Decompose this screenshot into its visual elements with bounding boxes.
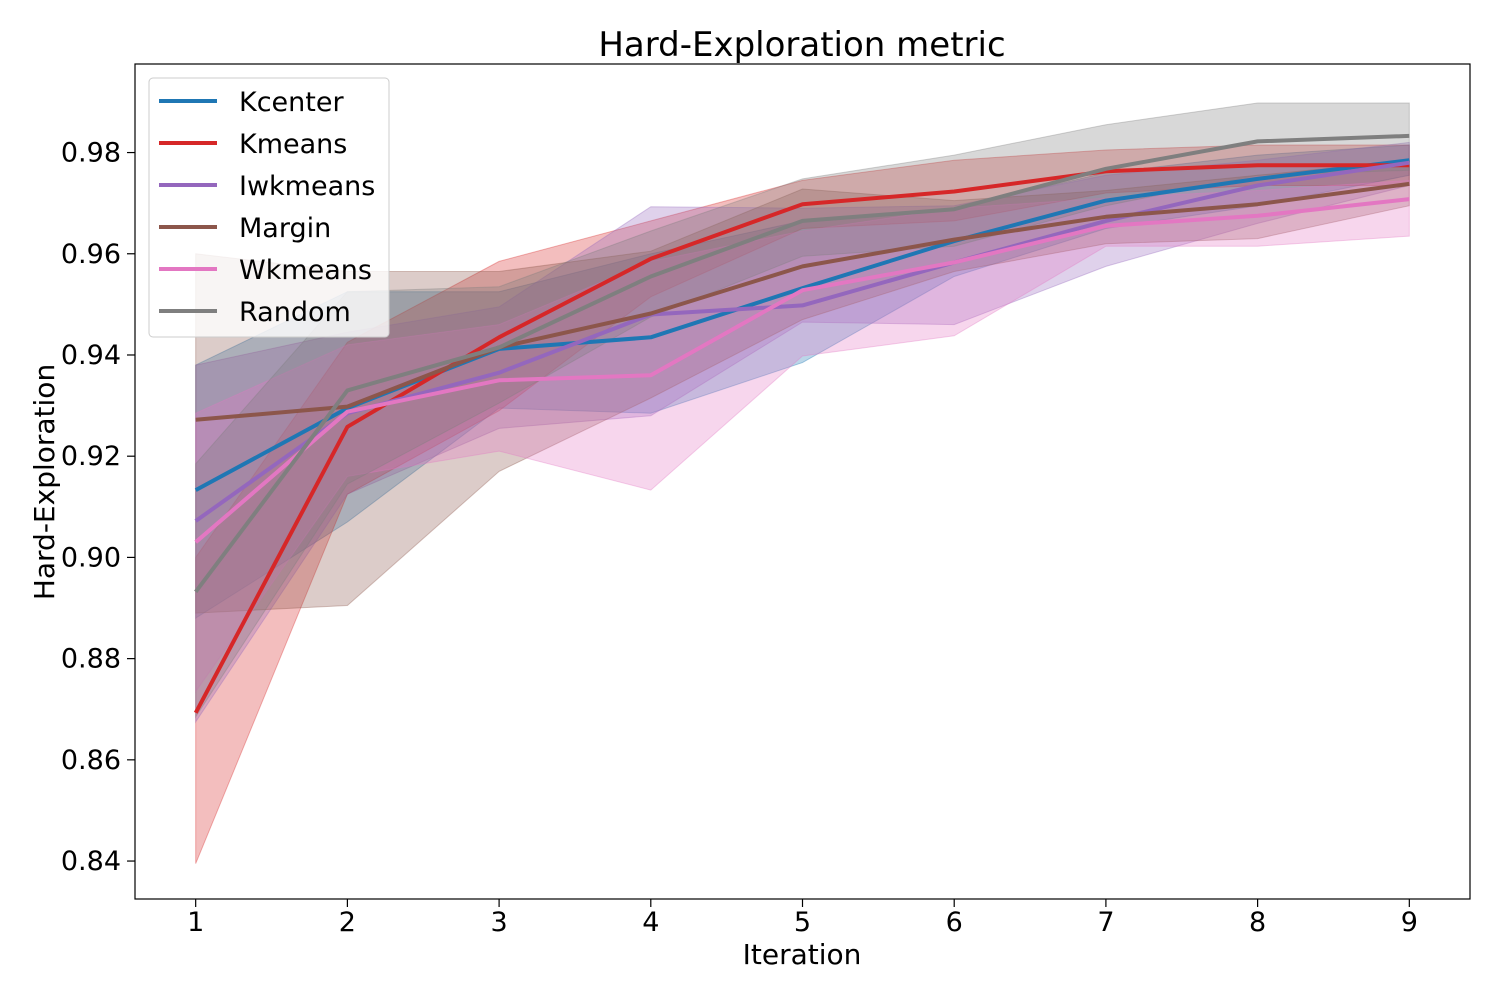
series-line-random xyxy=(194,133,1410,594)
x-axis-ticks: 1 2 3 4 5 6 7 8 9 xyxy=(187,899,1418,938)
y-tick-label: 0.88 xyxy=(61,644,121,675)
legend-label-wkmeans: Wkmeans xyxy=(239,255,372,286)
y-tick-label: 0.84 xyxy=(61,846,121,877)
x-tick-label: 1 xyxy=(187,907,204,938)
band-wkmeans xyxy=(195,179,1410,694)
x-tick-label: 7 xyxy=(1097,907,1114,938)
y-tick-label: 0.90 xyxy=(61,542,121,573)
y-tick-label: 0.92 xyxy=(61,441,121,472)
legend-label-kcenter: Kcenter xyxy=(239,87,344,118)
x-axis-label: Iteration xyxy=(743,938,862,971)
x-tick-label: 4 xyxy=(642,907,659,938)
x-tick-label: 3 xyxy=(490,907,507,938)
legend-label-random: Random xyxy=(239,297,351,328)
y-tick-label: 0.98 xyxy=(61,138,121,169)
x-tick-label: 2 xyxy=(339,907,356,938)
x-tick-label: 6 xyxy=(946,907,963,938)
x-tick-label: 9 xyxy=(1401,907,1418,938)
y-axis-ticks: 0.84 0.86 0.88 0.90 0.92 0.94 0.96 0.98 xyxy=(61,138,135,877)
x-tick-label: 5 xyxy=(794,907,811,938)
legend: Kcenter Kmeans Iwkmeans Margin Wkmeans Random xyxy=(148,77,390,338)
y-tick-label: 0.94 xyxy=(61,340,121,371)
band-margin xyxy=(195,159,1410,614)
y-tick-label: 0.86 xyxy=(61,745,121,776)
chart-title: Hard-Exploration metric xyxy=(598,25,1005,65)
band-kcenter xyxy=(195,144,1410,620)
series-line-wkmeans xyxy=(194,197,1410,544)
series-line-margin xyxy=(195,181,1410,422)
series-lines xyxy=(193,133,1410,714)
y-axis-label: Hard-Exploration xyxy=(28,364,61,600)
series-line-kmeans xyxy=(193,163,1410,714)
legend-label-iwkmeans: Iwkmeans xyxy=(239,171,375,202)
legend-label-kmeans: Kmeans xyxy=(239,129,347,160)
y-tick-label: 0.96 xyxy=(61,239,121,270)
legend-label-margin: Margin xyxy=(239,213,331,244)
x-tick-label: 8 xyxy=(1249,907,1266,938)
